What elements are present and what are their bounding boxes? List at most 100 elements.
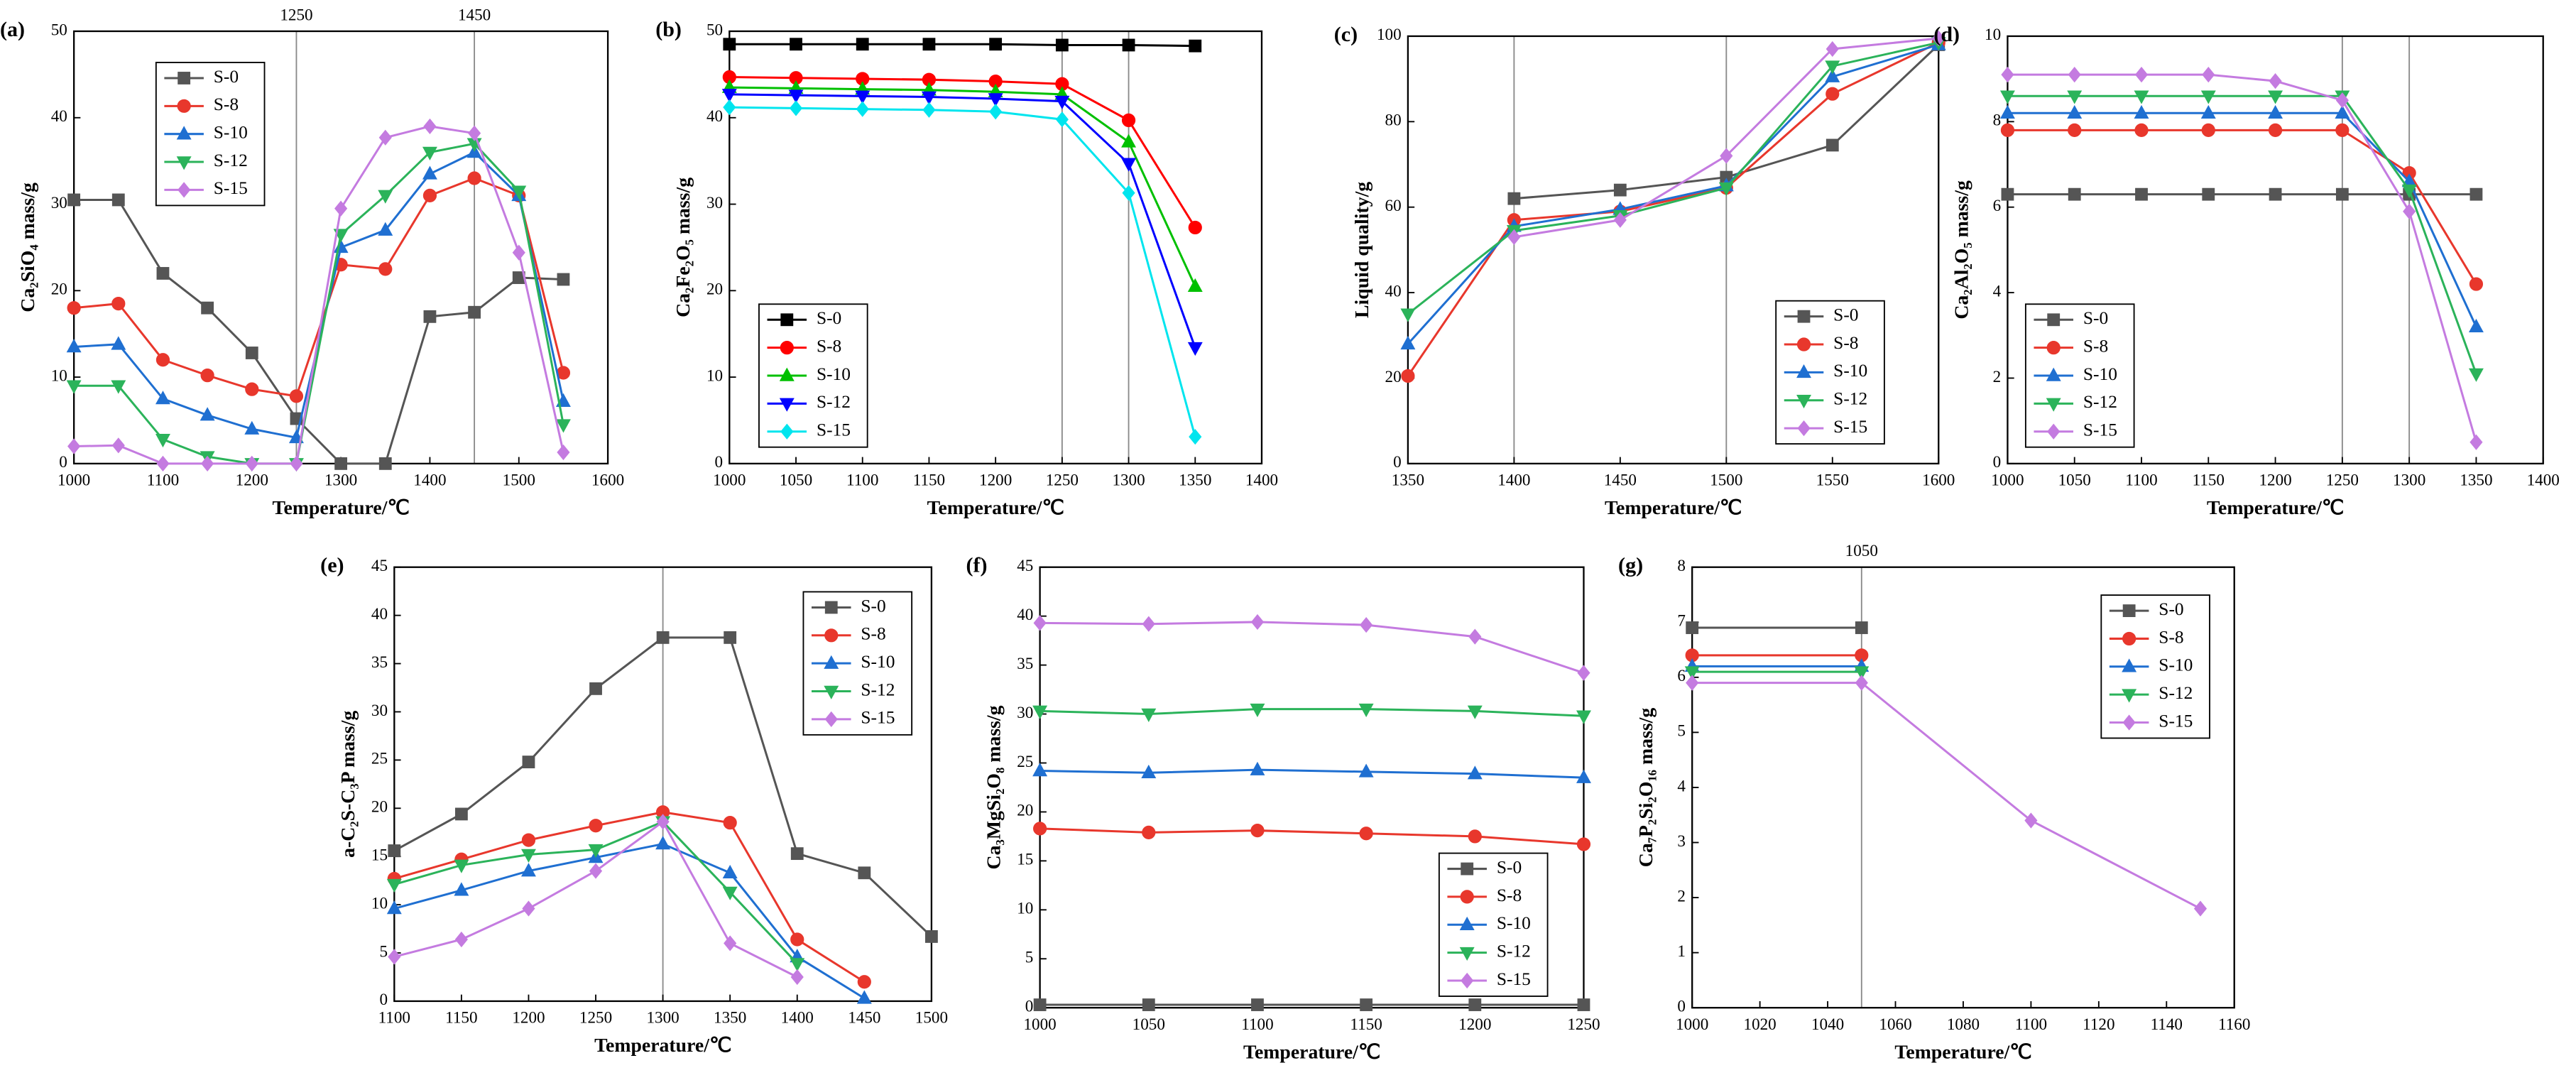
y-tick-label: 40 (1017, 606, 1033, 624)
series-line (393, 811, 866, 983)
y-tick-label: 20 (1385, 368, 1402, 386)
x-axis-label: Temperature/℃ (927, 497, 1064, 519)
marker (780, 423, 794, 440)
marker (200, 407, 215, 421)
x-tick-label: 1300 (2393, 471, 2425, 490)
marker (378, 222, 393, 236)
x-tick-label: 1400 (1245, 471, 1278, 490)
marker (790, 847, 804, 861)
legend-label: S-10 (1497, 912, 1531, 933)
marker (177, 99, 191, 113)
marker (1189, 429, 1202, 445)
x-tick-label: 1050 (780, 471, 812, 490)
marker (824, 628, 839, 643)
x-tick-label: 1250 (1567, 1015, 1600, 1034)
series-line (393, 842, 866, 1000)
x-tick-label: 1350 (1392, 471, 1424, 490)
marker (2122, 714, 2136, 731)
marker (2335, 92, 2349, 109)
x-tick-label: 1000 (1676, 1015, 1708, 1034)
marker (855, 90, 871, 104)
marker (2122, 604, 2136, 617)
marker (1400, 335, 1416, 350)
marker (2469, 434, 2483, 450)
marker (789, 100, 803, 116)
marker (858, 866, 871, 880)
marker (67, 301, 81, 315)
marker (386, 878, 402, 893)
marker (589, 819, 603, 833)
marker (245, 382, 259, 396)
x-tick-label: 1150 (445, 1009, 477, 1027)
x-tick-label: 1600 (591, 471, 624, 490)
legend-label: S-15 (1833, 416, 1867, 437)
marker (1032, 705, 1048, 719)
marker (2401, 184, 2417, 199)
series-line (729, 106, 1196, 437)
marker (522, 756, 535, 769)
series-line (1407, 41, 1939, 315)
marker (156, 267, 170, 280)
legend-label: S-0 (1833, 305, 1858, 325)
marker (1459, 916, 1475, 931)
marker (2134, 123, 2149, 137)
marker (1122, 38, 1135, 52)
series-line (74, 198, 564, 465)
marker (1360, 616, 1373, 633)
marker (779, 398, 795, 412)
y-tick-label: 4 (1993, 282, 2002, 300)
marker (2135, 187, 2148, 201)
marker (290, 455, 303, 471)
marker (921, 91, 937, 105)
marker (2468, 318, 2484, 333)
marker (66, 339, 82, 353)
marker (289, 389, 304, 403)
marker (67, 193, 81, 207)
series-line (1039, 768, 1584, 779)
x-tick-label: 1450 (848, 1009, 880, 1027)
marker (788, 89, 804, 104)
marker (1507, 229, 1521, 245)
marker (111, 193, 125, 207)
x-tick-label: 1100 (2125, 471, 2157, 490)
marker (520, 849, 536, 863)
marker (1797, 310, 1811, 323)
x-tick-label: 1250 (579, 1009, 612, 1027)
marker (2068, 123, 2082, 137)
marker (1468, 829, 1482, 844)
marker (422, 165, 437, 180)
series-line (729, 86, 1196, 287)
marker (1187, 278, 1203, 292)
marker (2268, 90, 2283, 104)
legend: S-0 S-8 S-10 S-12 S-15 (2100, 594, 2210, 739)
x-tick-label: 1250 (2326, 471, 2359, 490)
marker (1360, 998, 1373, 1011)
marker (2403, 203, 2416, 219)
marker (1577, 998, 1590, 1011)
marker (1055, 111, 1069, 128)
marker (378, 190, 393, 204)
marker (1686, 675, 1699, 691)
marker (66, 380, 82, 394)
marker (1251, 998, 1264, 1011)
legend: S-0 S-8 S-10 S-12 S-15 (2024, 303, 2135, 448)
marker (790, 969, 804, 986)
series-line (2007, 111, 2477, 327)
y-tick-label: 7 (1677, 612, 1686, 631)
marker (925, 930, 938, 943)
marker (2047, 423, 2061, 440)
marker (201, 455, 214, 471)
marker (520, 863, 536, 877)
marker (655, 836, 671, 850)
marker (1796, 364, 1811, 378)
marker (2067, 104, 2083, 119)
y-tick-label: 10 (706, 366, 723, 385)
y-axis-label: a-C₂S-C₃P mass/g (337, 711, 359, 858)
marker (824, 711, 838, 727)
marker (1461, 862, 1474, 876)
marker (780, 341, 794, 355)
x-tick-label: 1400 (1497, 471, 1530, 490)
marker (1033, 998, 1047, 1011)
marker (1141, 764, 1157, 779)
